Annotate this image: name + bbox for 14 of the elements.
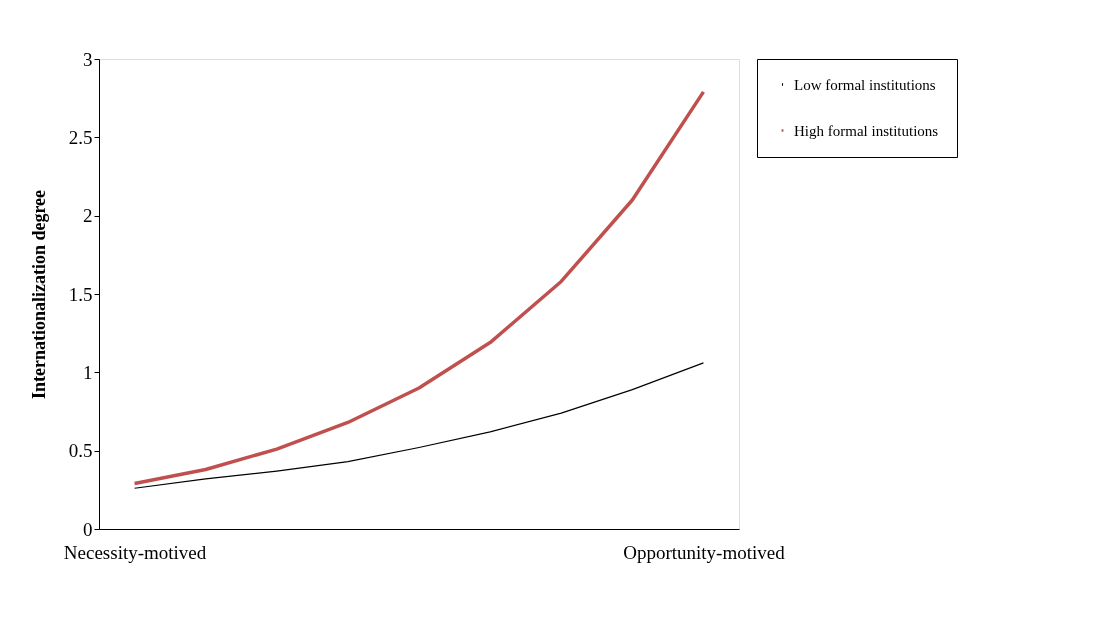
y-axis-title: Internationalization degree <box>28 189 49 400</box>
y-tick-label: 3 <box>83 48 93 70</box>
y-tick-label: 2.5 <box>68 126 93 148</box>
y-tick-label: 1 <box>83 361 93 383</box>
y-tick-label: 0.5 <box>68 440 93 462</box>
legend-label: Low formal institutions <box>794 76 936 93</box>
line-series <box>132 90 706 486</box>
line-series <box>133 362 705 489</box>
x-tick-label: Opportunity-motived <box>623 541 786 563</box>
legend-label: High formal institutions <box>794 122 939 139</box>
y-tick-label: 1.5 <box>68 283 93 305</box>
y-tick-label: 0 <box>83 518 93 540</box>
x-tick-label: Necessity-motived <box>63 541 207 563</box>
y-tick-label: 2 <box>83 205 93 227</box>
